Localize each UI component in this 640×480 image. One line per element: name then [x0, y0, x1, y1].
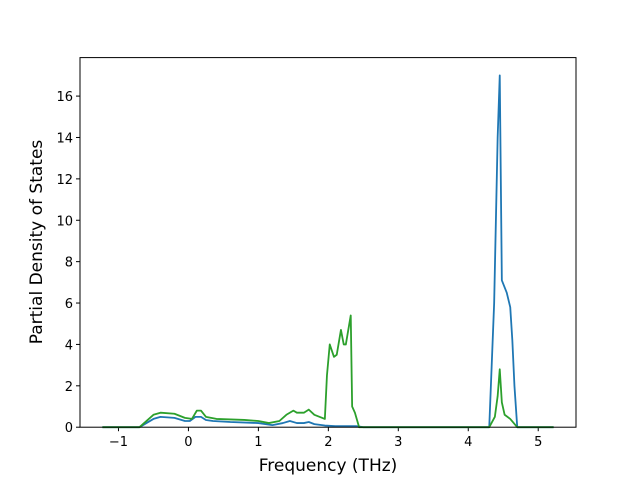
y-tick-label: 0 [65, 421, 73, 436]
y-tick-label: 8 [65, 256, 73, 271]
x-tick-label: 2 [324, 435, 332, 450]
y-tick-label: 14 [56, 131, 73, 146]
plot-frame [79, 57, 577, 428]
y-tick-label: 2 [65, 380, 73, 395]
x-tick-label: 1 [254, 435, 262, 450]
y-tick-label: 16 [56, 90, 73, 105]
x-tick-label: 5 [534, 435, 542, 450]
series-line [102, 314, 554, 429]
x-tick-label: 0 [184, 435, 192, 450]
y-tick-label: 12 [56, 173, 73, 188]
x-tick-label: −1 [109, 435, 128, 450]
x-tick-label: 3 [394, 435, 402, 450]
y-axis-label: Partial Density of States [27, 140, 47, 345]
y-tick-label: 4 [65, 338, 73, 353]
x-tick-label: 4 [464, 435, 472, 450]
series-line [102, 74, 554, 429]
y-tick-label: 10 [56, 214, 73, 229]
x-axis-label: Frequency (THz) [259, 456, 398, 476]
y-tick-label: 6 [65, 297, 73, 312]
